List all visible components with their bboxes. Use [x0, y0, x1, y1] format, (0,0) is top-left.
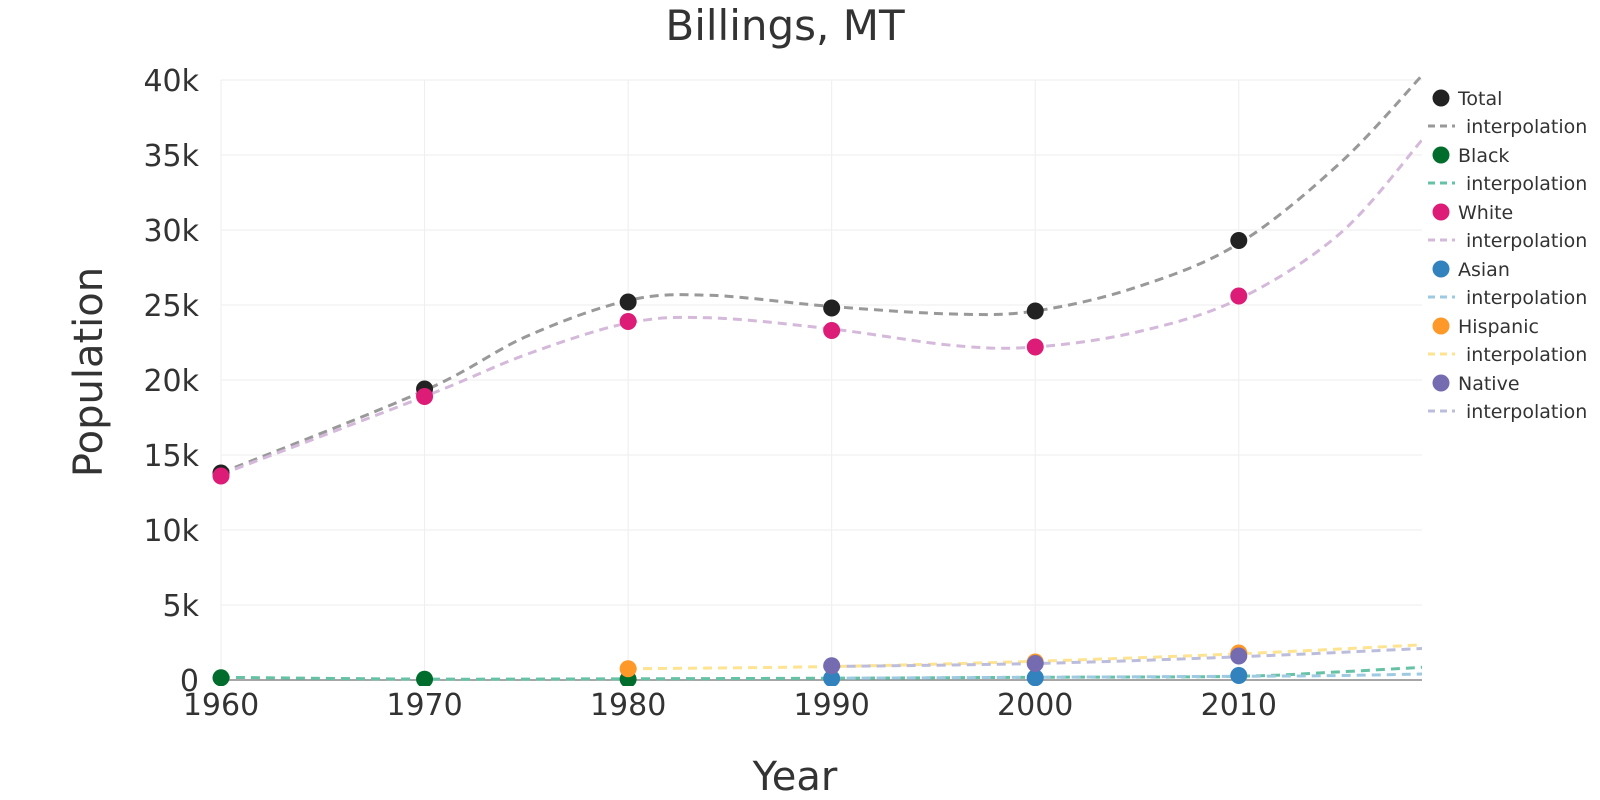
- legend-item-white-interpolation[interactable]: interpolation: [1428, 230, 1587, 252]
- y-tick-label: 40k: [143, 64, 199, 99]
- total-point: [823, 299, 841, 317]
- y-axis-title: Population: [66, 267, 112, 477]
- legend-item-white[interactable]: White: [1432, 202, 1514, 224]
- white-point: [619, 313, 637, 330]
- x-tick-label: 1980: [590, 688, 666, 723]
- legend-label: Black: [1458, 145, 1509, 167]
- white-point: [1230, 287, 1248, 305]
- legend-item-asian[interactable]: Asian: [1432, 259, 1510, 281]
- hispanic-point: [619, 660, 637, 678]
- native-legend-marker: [1432, 374, 1450, 392]
- y-tick-label: 30k: [143, 214, 199, 249]
- y-tick-label: 10k: [143, 514, 199, 549]
- legend-label: interpolation: [1466, 173, 1587, 195]
- plot-area: [212, 74, 1422, 686]
- legend-label: interpolation: [1466, 344, 1587, 366]
- black-point: [212, 669, 230, 686]
- y-tick-label: 15k: [143, 439, 199, 474]
- black-interpolation-line: [220, 665, 1422, 681]
- grid: [220, 79, 1422, 680]
- legend-item-black[interactable]: Black: [1432, 145, 1510, 167]
- black-legend-marker: [1432, 146, 1450, 164]
- total-legend-marker: [1432, 89, 1450, 107]
- legend-item-total[interactable]: Total: [1432, 88, 1503, 110]
- white-point: [416, 388, 434, 405]
- y-tick-label: 20k: [143, 364, 199, 399]
- black-point: [416, 670, 434, 686]
- x-tick-label: 1970: [386, 688, 462, 723]
- x-axis: 1960 1970 1980 1990 2000 2010: [183, 679, 1422, 723]
- y-axis: 0 5k 10k 15k 20k 25k 30k 35k 40k: [143, 64, 199, 699]
- native-point: [1026, 655, 1044, 672]
- legend-item-total-interpolation[interactable]: interpolation: [1428, 116, 1587, 138]
- legend-label: Asian: [1458, 259, 1510, 281]
- total-point: [1026, 302, 1044, 320]
- legend-item-native[interactable]: Native: [1432, 373, 1520, 395]
- hispanic-interpolation-line: [628, 643, 1422, 671]
- y-tick-label: 0: [180, 664, 199, 699]
- white-legend-marker: [1432, 203, 1450, 221]
- y-tick-label: 5k: [163, 589, 200, 624]
- x-axis-title: Year: [752, 754, 838, 800]
- white-point: [1026, 338, 1044, 356]
- legend-item-hispanic[interactable]: Hispanic: [1432, 316, 1539, 338]
- y-tick-label: 35k: [143, 139, 199, 174]
- legend-label: Hispanic: [1458, 316, 1539, 338]
- legend-label: interpolation: [1466, 401, 1587, 423]
- legend-item-hispanic-interpolation[interactable]: interpolation: [1428, 344, 1587, 366]
- legend-item-native-interpolation[interactable]: interpolation: [1428, 401, 1587, 423]
- white-point: [212, 467, 230, 485]
- legend-label: interpolation: [1466, 116, 1587, 138]
- y-tick-label: 25k: [143, 289, 199, 324]
- hispanic-legend-marker: [1432, 317, 1450, 335]
- legend-label: Native: [1458, 373, 1520, 395]
- native-point: [1230, 647, 1248, 665]
- asian-point: [1026, 669, 1044, 686]
- legend: Total interpolation Black interpolation Whit…: [1428, 88, 1587, 423]
- legend-item-black-interpolation[interactable]: interpolation: [1428, 173, 1587, 195]
- x-tick-label: 1960: [183, 688, 259, 723]
- x-tick-label: 2000: [997, 688, 1073, 723]
- white-point: [823, 322, 841, 339]
- legend-label: interpolation: [1466, 287, 1587, 309]
- legend-label: White: [1458, 202, 1513, 224]
- legend-label: interpolation: [1466, 230, 1587, 252]
- x-tick-label: 2010: [1201, 688, 1277, 723]
- legend-label: Total: [1457, 88, 1502, 110]
- legend-item-asian-interpolation[interactable]: interpolation: [1428, 287, 1587, 309]
- white-interpolation-line: [220, 139, 1422, 476]
- native-point: [823, 657, 841, 675]
- total-point: [1230, 232, 1248, 249]
- total-interpolation-line: [220, 74, 1422, 475]
- x-tick-label: 1990: [793, 688, 869, 723]
- asian-point: [1230, 667, 1248, 684]
- asian-point: [823, 670, 841, 686]
- asian-legend-marker: [1432, 260, 1450, 278]
- chart-title: Billings, MT: [665, 1, 905, 50]
- asian-interpolation-line: [831, 672, 1422, 680]
- total-point: [619, 293, 637, 311]
